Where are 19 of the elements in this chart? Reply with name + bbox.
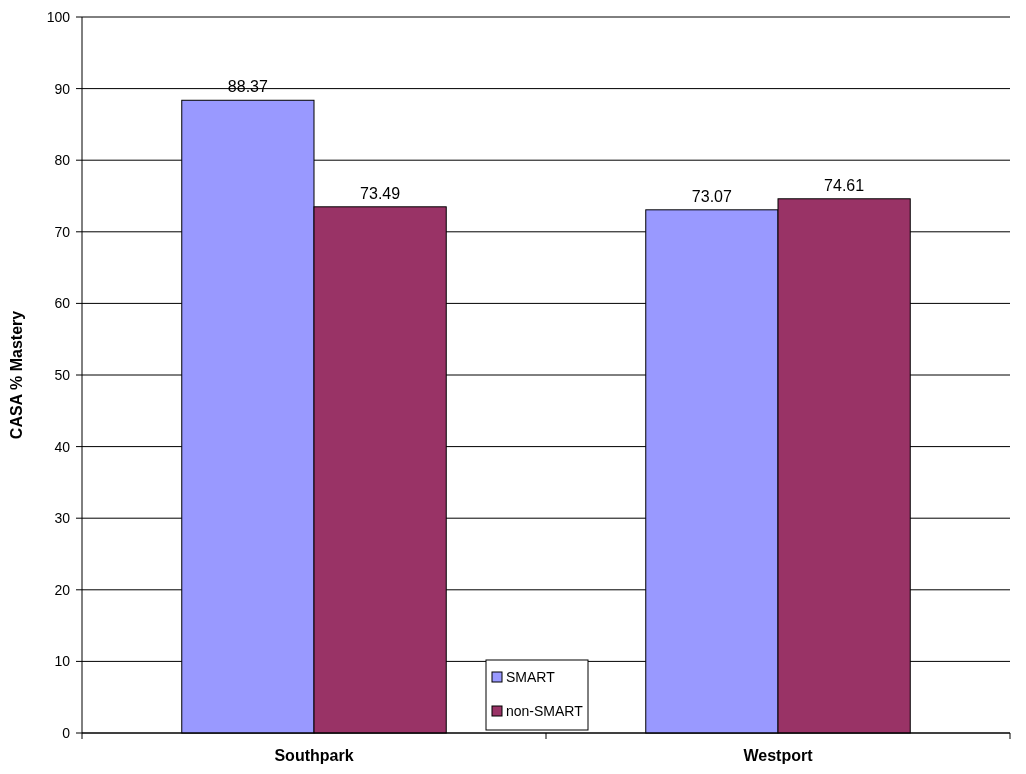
y-tick-label: 10: [54, 653, 71, 670]
x-tick-label: Southpark: [274, 747, 354, 764]
y-tick-label: 50: [54, 366, 71, 383]
y-tick-label: 30: [54, 510, 71, 527]
y-tick-label: 40: [54, 438, 71, 455]
y-tick-label: 70: [54, 223, 71, 240]
y-tick-label: 90: [54, 80, 71, 97]
y-tick-label: 20: [54, 581, 71, 598]
y-axis-title: CASA % Mastery: [8, 310, 25, 440]
y-tick-label: 80: [54, 152, 71, 169]
legend-label: SMART: [506, 668, 556, 685]
data-label: 73.49: [360, 184, 401, 202]
x-tick-label: Westport: [743, 747, 814, 764]
data-label: 74.61: [824, 176, 865, 194]
data-label: 73.07: [691, 187, 732, 205]
legend-label: non-SMART: [506, 702, 584, 719]
y-tick-label: 60: [54, 295, 71, 312]
y-tick-label: 0: [62, 724, 71, 741]
y-tick-label: 100: [46, 8, 71, 25]
